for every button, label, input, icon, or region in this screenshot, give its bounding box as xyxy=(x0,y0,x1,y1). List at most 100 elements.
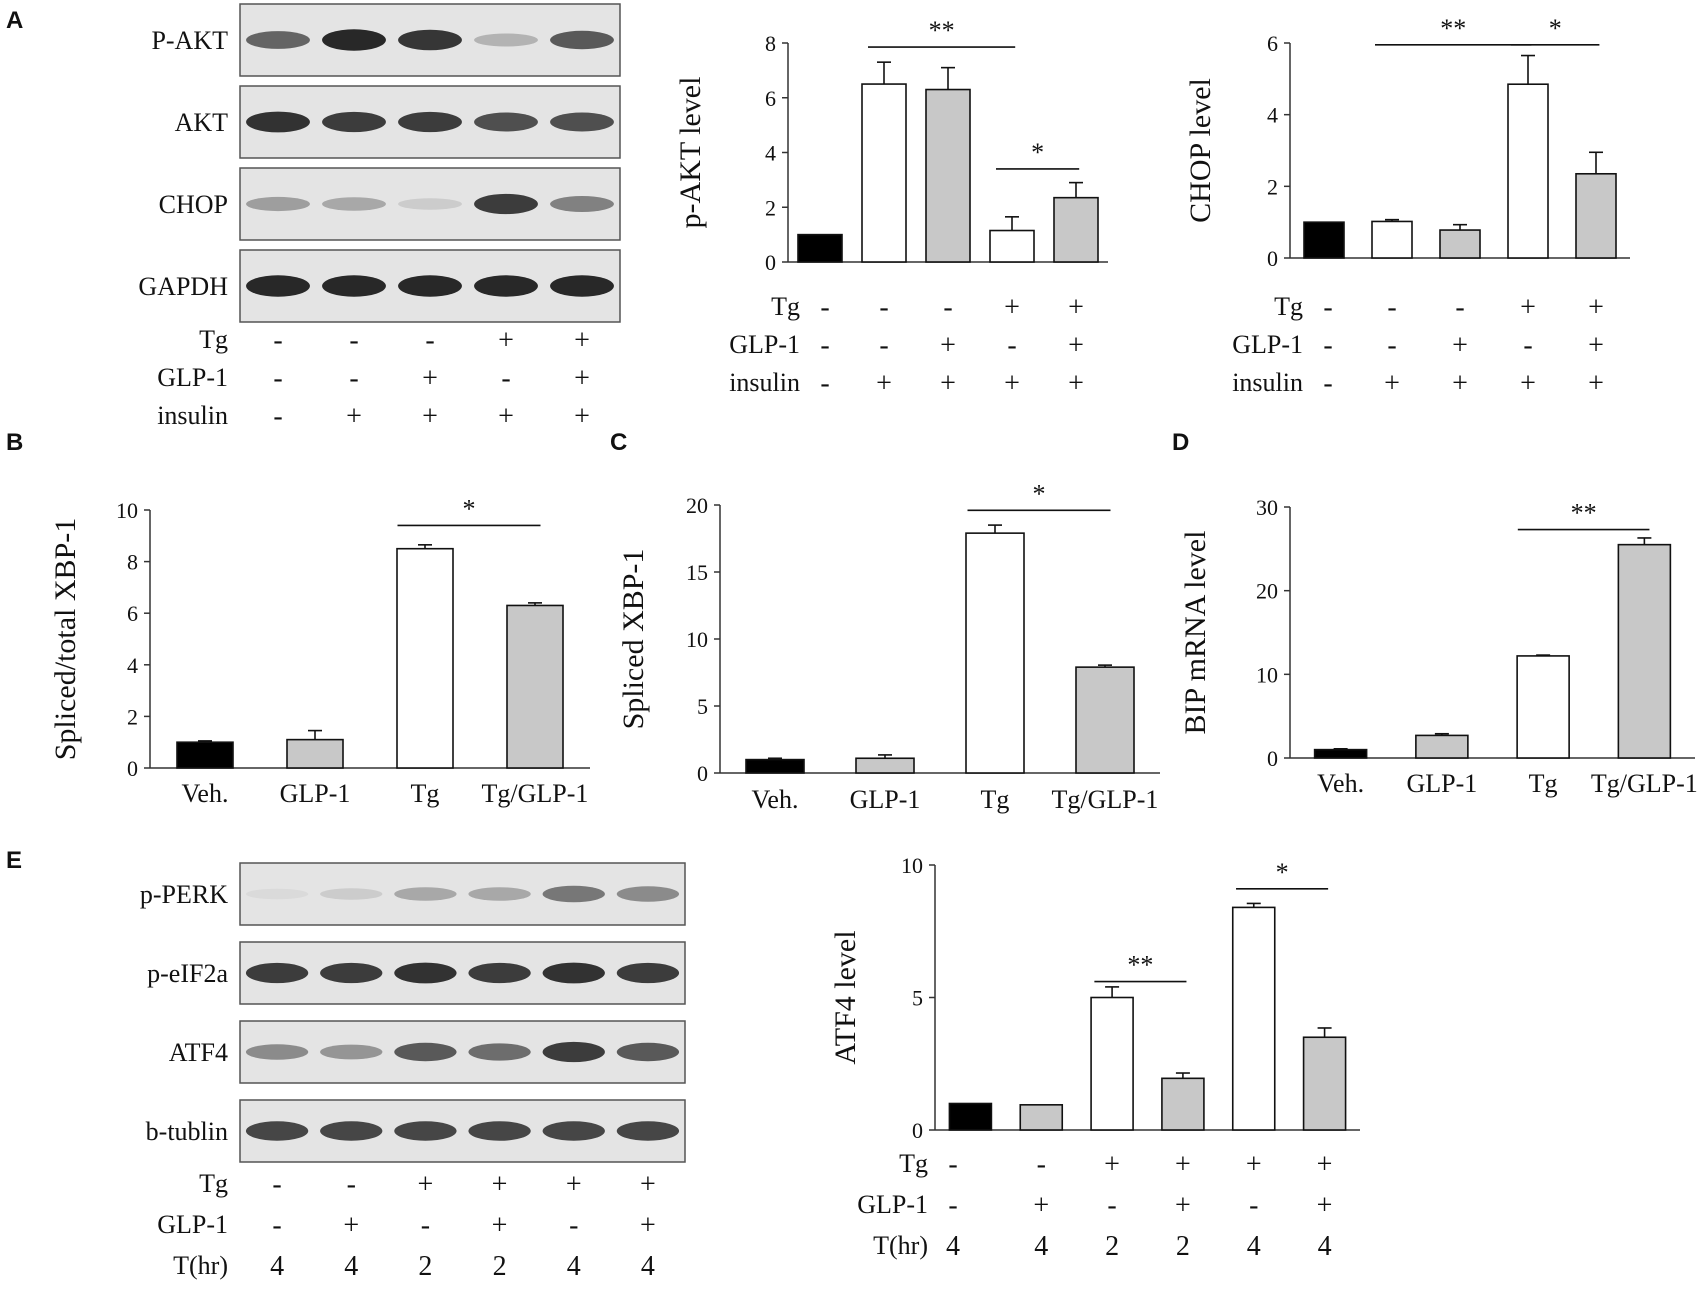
condition-value: - xyxy=(347,1169,356,1200)
condition-value: - xyxy=(273,363,282,394)
panel-letter-c: C xyxy=(610,429,627,456)
protein-band xyxy=(245,1044,309,1060)
condition-value: - xyxy=(1323,368,1332,399)
protein-band xyxy=(468,887,531,901)
condition-value: + xyxy=(1452,330,1468,361)
x-tick-label: Tg xyxy=(411,779,440,808)
protein-band xyxy=(616,1121,680,1141)
bar xyxy=(925,88,971,263)
protein-band xyxy=(468,1043,531,1061)
x-tick-label: GLP-1 xyxy=(1406,769,1477,798)
condition-value: + xyxy=(574,363,590,394)
condition-value: 4 xyxy=(641,1251,655,1282)
condition-value: + xyxy=(1068,292,1084,323)
condition-value: + xyxy=(566,1169,582,1200)
y-axis-label: p-AKT level xyxy=(674,77,707,229)
condition-value: - xyxy=(425,325,434,356)
x-tick-label: Veh. xyxy=(752,785,799,814)
condition-value: - xyxy=(349,325,358,356)
y-axis-label: Spliced XBP-1 xyxy=(617,549,650,730)
condition-value: + xyxy=(1520,368,1536,399)
condition-value: + xyxy=(1588,330,1604,361)
protein-band xyxy=(246,31,310,49)
condition-value: - xyxy=(879,330,888,361)
y-axis-label: CHOP level xyxy=(1184,78,1217,223)
protein-band xyxy=(322,111,386,133)
condition-value: 4 xyxy=(1034,1231,1048,1262)
bar xyxy=(506,604,564,769)
protein-band xyxy=(245,962,309,984)
protein-band xyxy=(474,112,538,132)
x-tick-label: Tg/GLP-1 xyxy=(482,779,589,808)
condition-label: Tg xyxy=(199,1169,228,1198)
condition-value: + xyxy=(574,325,590,356)
protein-band xyxy=(320,1121,383,1141)
chart-c: 0 5 10 15 20 Spliced XBP-1 * Veh. GLP-1 Tg Tg/GLP-… xyxy=(617,479,1160,814)
y-tick-label: 10 xyxy=(686,627,708,652)
condition-label: GLP-1 xyxy=(729,330,800,359)
protein-band xyxy=(616,886,680,902)
condition-value: 4 xyxy=(1247,1231,1261,1262)
condition-label: Tg xyxy=(199,325,228,354)
chart-b: 0 2 4 6 8 10 Spliced/total XBP-1 * Veh. GLP-1 Tg Tg… xyxy=(49,494,590,808)
significance-label: * xyxy=(1549,14,1562,43)
condition-value: - xyxy=(820,292,829,323)
condition-value: + xyxy=(1104,1149,1120,1180)
condition-value: - xyxy=(1249,1190,1258,1221)
y-tick-label: 20 xyxy=(686,493,708,518)
y-tick-label: 0 xyxy=(127,756,138,781)
condition-value: 2 xyxy=(1176,1231,1190,1262)
condition-value: + xyxy=(940,368,956,399)
condition-value: + xyxy=(492,1210,508,1241)
condition-value: + xyxy=(1004,368,1020,399)
bar xyxy=(745,758,805,774)
y-tick-label: 8 xyxy=(765,31,776,56)
bar xyxy=(861,83,907,263)
condition-value: - xyxy=(879,292,888,323)
condition-value: + xyxy=(1588,368,1604,399)
condition-value: + xyxy=(1317,1190,1333,1221)
y-tick-label: 0 xyxy=(1267,246,1278,271)
protein-band xyxy=(322,275,386,297)
y-tick-label: 6 xyxy=(127,601,138,626)
blot-row-label: p-eIF2a xyxy=(147,959,228,988)
bar xyxy=(1075,666,1135,774)
protein-band xyxy=(468,962,531,984)
y-tick-label: 0 xyxy=(765,250,776,275)
condition-value: - xyxy=(273,401,282,432)
condition-value: - xyxy=(1523,330,1532,361)
condition-value: + xyxy=(640,1210,656,1241)
y-tick-label: 4 xyxy=(127,653,138,678)
protein-band xyxy=(398,111,462,133)
condition-value: - xyxy=(943,292,952,323)
bar xyxy=(286,738,344,769)
x-tick-label: GLP-1 xyxy=(280,779,351,808)
protein-band xyxy=(398,275,462,297)
condition-value: + xyxy=(574,401,590,432)
condition-value: + xyxy=(418,1169,434,1200)
blot-blot_E: p-PERK p-eIF2a ATF4 b-tublin Tg - - + + + + GLP-1 - +… xyxy=(140,862,686,1282)
condition-value: 2 xyxy=(1105,1231,1119,1262)
bar xyxy=(1415,734,1469,759)
significance-label: * xyxy=(1276,858,1289,887)
condition-value: - xyxy=(421,1210,430,1241)
x-tick-label: GLP-1 xyxy=(850,785,921,814)
condition-label: Tg xyxy=(771,292,800,321)
condition-label: T(hr) xyxy=(173,1251,228,1280)
y-axis-label: ATF4 level xyxy=(829,930,862,1064)
condition-value: - xyxy=(948,1190,957,1221)
y-tick-label: 2 xyxy=(1267,174,1278,199)
significance-label: ** xyxy=(1127,951,1153,980)
condition-value: + xyxy=(1004,292,1020,323)
panel-letter-a: A xyxy=(6,7,23,34)
y-tick-label: 10 xyxy=(1256,662,1278,687)
panel-letter-e: E xyxy=(6,847,22,874)
condition-value: 4 xyxy=(946,1231,960,1262)
protein-band xyxy=(322,197,386,211)
condition-value: - xyxy=(501,363,510,394)
condition-value: - xyxy=(820,368,829,399)
condition-label: GLP-1 xyxy=(157,363,228,392)
condition-value: + xyxy=(1033,1190,1049,1221)
condition-label: GLP-1 xyxy=(157,1210,228,1239)
